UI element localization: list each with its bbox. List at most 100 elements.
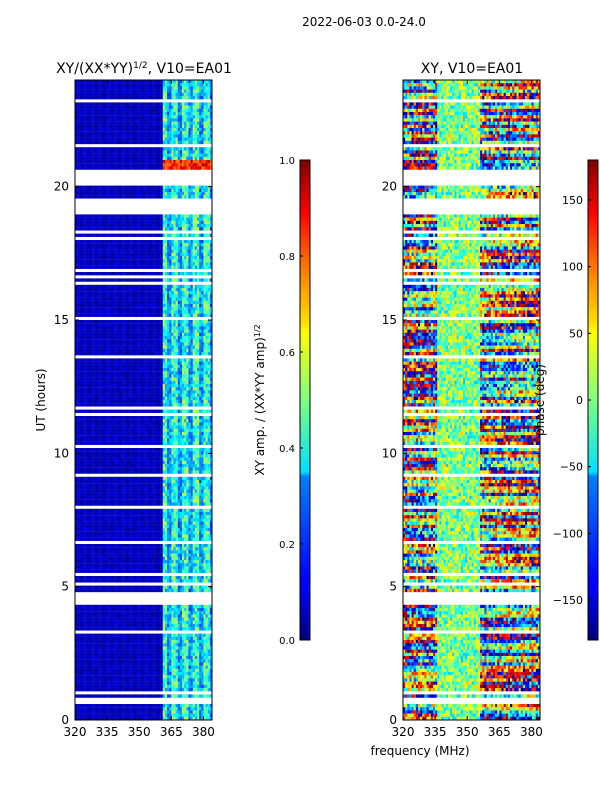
heatmap-cell [160, 217, 163, 221]
heatmap-cell [89, 220, 93, 225]
heatmap-cell [169, 214, 172, 218]
heatmap-cell [130, 137, 133, 141]
heatmap-cell [167, 83, 170, 87]
heatmap-cell [164, 387, 168, 391]
heatmap-cell [192, 140, 196, 145]
heatmap-cell [96, 124, 99, 129]
heatmap-cell [79, 121, 82, 125]
heatmap-cell [79, 364, 82, 369]
heatmap-cell [87, 112, 91, 116]
heatmap-cell [98, 291, 101, 295]
heatmap-cell [75, 86, 78, 90]
heatmap-cell [98, 246, 101, 250]
heatmap-cell [205, 185, 208, 189]
heatmap-cell [143, 134, 146, 138]
heatmap-cell [209, 195, 213, 199]
heatmap-cell [160, 384, 163, 388]
heatmap-cell [122, 134, 125, 138]
heatmap-cell [192, 300, 196, 305]
heatmap-cell [201, 227, 204, 231]
heatmap-cell [102, 80, 106, 84]
heatmap-cell [177, 332, 181, 337]
heatmap-cell [107, 278, 110, 282]
heatmap-cell [184, 118, 187, 122]
heatmap-cell [115, 137, 118, 141]
heatmap-cell [186, 240, 189, 244]
heatmap-cell [207, 83, 211, 87]
heatmap-cell [197, 377, 200, 381]
heatmap-cell [81, 377, 84, 381]
heatmap-cell [92, 377, 95, 381]
heatmap-cell [109, 243, 112, 247]
heatmap-cell [175, 342, 178, 346]
heatmap-cell [194, 310, 198, 314]
heatmap-cell [175, 156, 178, 161]
heatmap-cell [79, 80, 82, 84]
heatmap-cell [137, 188, 140, 193]
heatmap-cell [152, 329, 155, 333]
heatmap-cell [75, 288, 78, 292]
heatmap-cell [152, 102, 155, 106]
heatmap-cell [77, 86, 80, 90]
heatmap-cell [134, 262, 138, 266]
heatmap-cell [177, 214, 181, 218]
heatmap-cell [177, 326, 181, 330]
heatmap-cell [117, 195, 121, 199]
heatmap-cell [154, 156, 157, 161]
heatmap-cell [143, 243, 146, 247]
heatmap-cell [143, 364, 146, 369]
heatmap-cell [175, 240, 178, 244]
heatmap-cell [164, 313, 168, 317]
heatmap-cell [139, 326, 142, 330]
heatmap-cell [188, 166, 191, 170]
heatmap-cell [92, 92, 95, 97]
heatmap-cell [79, 240, 82, 244]
heatmap-cell [130, 246, 133, 250]
heatmap-cell [143, 371, 146, 375]
heatmap-cell [205, 137, 208, 141]
heatmap-cell [194, 112, 198, 116]
heatmap-cell [171, 185, 174, 189]
heatmap-cell [77, 342, 80, 346]
heatmap-cell [203, 352, 206, 356]
heatmap-cell [92, 128, 95, 132]
heatmap-cell [87, 307, 91, 311]
heatmap-cell [179, 380, 183, 385]
heatmap-cell [130, 243, 133, 247]
heatmap-cell [173, 297, 176, 301]
heatmap-cell [109, 262, 112, 266]
heatmap-cell [167, 249, 170, 253]
heatmap-cell [107, 102, 110, 106]
heatmap-cell [190, 134, 193, 138]
heatmap-cell [184, 307, 187, 311]
heatmap-cell [149, 128, 153, 132]
heatmap-cell [173, 345, 176, 349]
heatmap-cell [203, 214, 206, 218]
heatmap-cell [156, 185, 159, 189]
heatmap-cell [143, 150, 146, 154]
heatmap-cell [169, 156, 172, 161]
heatmap-cell [199, 294, 202, 298]
heatmap-cell [75, 150, 78, 154]
heatmap-cell [152, 246, 155, 250]
heatmap-cell [139, 300, 142, 305]
heatmap-cell [111, 262, 114, 266]
heatmap-cell [100, 89, 103, 93]
heatmap-cell [143, 377, 146, 381]
heatmap-cell [128, 307, 131, 311]
heatmap-cell [137, 128, 140, 132]
heatmap-cell [141, 115, 144, 119]
heatmap-cell [179, 364, 183, 369]
heatmap-cell [203, 262, 206, 266]
heatmap-cell [169, 313, 172, 317]
heatmap-cell [173, 310, 176, 314]
heatmap-cell [147, 156, 151, 161]
heatmap-cell [111, 323, 114, 327]
heatmap-cell [164, 80, 168, 84]
heatmap-cell [179, 272, 183, 276]
heatmap-cell [194, 185, 198, 189]
heatmap-cell [156, 150, 159, 154]
heatmap-cell [124, 323, 127, 327]
heatmap-cell [81, 150, 84, 154]
heatmap-cell [186, 243, 189, 247]
